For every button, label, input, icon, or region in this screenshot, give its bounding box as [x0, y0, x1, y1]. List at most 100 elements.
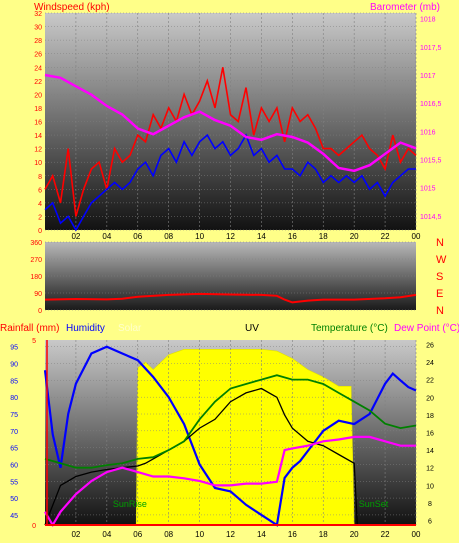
x-tick-label: 10	[195, 232, 204, 241]
direction-tick-label: 270	[30, 257, 42, 264]
x-tick-label: 00	[412, 530, 421, 539]
windspeed-tick-label: 12	[34, 147, 42, 154]
compass-label: N	[436, 237, 444, 249]
barometer-tick-label: 1017	[420, 73, 436, 80]
direction-tick-label: 180	[30, 274, 42, 281]
humidity-tick-label: 80	[10, 395, 18, 402]
x-tick-label: 00	[412, 232, 421, 241]
compass-label: E	[436, 288, 443, 300]
series-direction	[44, 292, 417, 304]
series-humidity	[43, 345, 417, 527]
windspeed-tick-label: 2	[38, 214, 42, 221]
temperature-tick-label: 20	[426, 395, 434, 402]
barometer-tick-label: 1016,5	[420, 101, 442, 108]
x-tick-label: 18	[319, 232, 328, 241]
x-tick-label: 16	[288, 530, 297, 539]
humidity-tick-label: 75	[10, 412, 18, 419]
humidity-tick-label: 50	[10, 496, 18, 503]
dew-point-axis-label: Dew Point (°C)	[394, 323, 459, 334]
series-dew_point	[44, 435, 416, 528]
barometer-tick-label: 1016	[420, 129, 436, 136]
x-tick-label: 16	[288, 232, 297, 241]
barometer-axis-label: Barometer (mb)	[370, 2, 440, 13]
direction-tick-label: 360	[30, 240, 42, 247]
series-wind	[44, 67, 417, 232]
direction-tick-label: 0	[38, 308, 42, 315]
x-tick-label: 06	[133, 530, 142, 539]
windspeed-tick-label: 10	[34, 160, 42, 167]
humidity-tick-label: 70	[10, 429, 18, 436]
x-tick-label: 22	[381, 232, 390, 241]
rainfall-axis-label: Rainfall (mm)	[0, 323, 59, 334]
panel-wind-pressure: 02 04 06 08 10 12 14 16 18 20 22 000246810121416182…	[34, 2, 442, 241]
grid-direction	[45, 241, 416, 311]
x-tick-label: 14	[257, 530, 266, 539]
windspeed-tick-label: 8	[38, 174, 42, 181]
temperature-tick-label: 18	[426, 413, 434, 420]
compass-label: S	[436, 271, 443, 283]
windspeed-tick-label: 18	[34, 106, 42, 113]
x-tick-label: 18	[319, 530, 328, 539]
rain-tick-label: 5	[32, 338, 36, 345]
humidity-tick-label: 85	[10, 378, 18, 385]
humidity-tick-label: 65	[10, 446, 18, 453]
humidity-axis-label: Humidity	[66, 323, 105, 334]
temperature-tick-label: 6	[428, 519, 432, 526]
temperature-tick-label: 24	[426, 360, 434, 367]
ticks-wind: 02 04 06 08 10 12 14 16 18 20 22 000246810121416182…	[34, 11, 441, 241]
x-tick-label: 04	[102, 530, 111, 539]
windspeed-tick-label: 0	[38, 228, 42, 235]
windspeed-axis-label: Windspeed (kph)	[34, 2, 110, 13]
x-tick-label: 14	[257, 232, 266, 241]
solar-axis-label: Solar	[118, 323, 142, 334]
panel-temperature: 02 04 06 08 10 12 14 16 18 20 22 004550556065707580…	[0, 323, 459, 539]
windspeed-tick-label: 22	[34, 79, 42, 86]
windspeed-tick-label: 30	[34, 25, 42, 32]
sunset-label: SunSet	[359, 499, 389, 509]
windspeed-tick-label: 28	[34, 38, 42, 45]
barometer-tick-label: 1015	[420, 186, 436, 193]
series-barometer	[44, 73, 417, 173]
barometer-tick-label: 1017,5	[420, 45, 442, 52]
humidity-tick-label: 55	[10, 479, 18, 486]
x-tick-label: 10	[195, 530, 204, 539]
humidity-tick-label: 90	[10, 362, 18, 369]
x-tick-label: 04	[102, 232, 111, 241]
x-tick-label: 08	[164, 232, 173, 241]
x-tick-label: 22	[381, 530, 390, 539]
windspeed-tick-label: 24	[34, 65, 42, 72]
x-tick-label: 02	[71, 232, 80, 241]
barometer-tick-label: 1015,5	[420, 158, 442, 165]
barometer-tick-label: 1014,5	[420, 214, 442, 221]
windspeed-tick-label: 4	[38, 201, 42, 208]
windspeed-tick-label: 14	[34, 133, 42, 140]
x-tick-label: 20	[350, 232, 359, 241]
windspeed-tick-label: 16	[34, 120, 42, 127]
barometer-tick-label: 1018	[420, 17, 436, 24]
sunrise-label: SunRise	[113, 499, 147, 509]
temperature-tick-label: 26	[426, 342, 434, 349]
windspeed-tick-label: 20	[34, 92, 42, 99]
temperature-axis-label: Temperature (°C)	[311, 323, 388, 334]
temperature-tick-label: 10	[426, 483, 434, 490]
x-tick-label: 12	[226, 232, 235, 241]
windspeed-tick-label: 6	[38, 187, 42, 194]
direction-tick-label: 90	[34, 291, 42, 298]
humidity-tick-label: 95	[10, 345, 18, 352]
series-temperature	[44, 387, 416, 526]
x-tick-label: 02	[71, 530, 80, 539]
uv-axis-label: UV	[245, 323, 259, 334]
windspeed-tick-label: 26	[34, 52, 42, 59]
temperature-tick-label: 8	[428, 501, 432, 508]
temperature-tick-label: 22	[426, 378, 434, 385]
humidity-tick-label: 60	[10, 462, 18, 469]
series-gust	[44, 133, 416, 232]
temperature-tick-label: 12	[426, 466, 434, 473]
x-tick-label: 20	[350, 530, 359, 539]
windspeed-tick-label: 32	[34, 11, 42, 18]
series-direction	[44, 292, 417, 304]
temperature-tick-label: 14	[426, 448, 434, 455]
